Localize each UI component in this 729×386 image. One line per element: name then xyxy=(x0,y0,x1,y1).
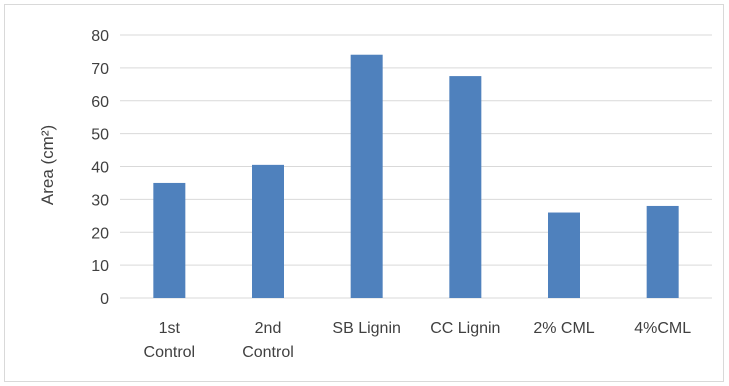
y-tick-labels: 0 10 20 30 40 50 60 70 80 xyxy=(91,28,109,308)
bar-4 xyxy=(548,212,580,298)
y-tick-label: 0 xyxy=(100,291,109,308)
x-tick-label: 1st Control xyxy=(144,320,196,361)
y-tick-label: 30 xyxy=(91,192,109,209)
x-tick-label-line: Control xyxy=(242,344,294,361)
bar-3 xyxy=(449,76,482,298)
x-tick-label: 2nd Control xyxy=(242,320,294,361)
x-tick-labels: 1st Control 2nd Control SB Lignin CC Lignin 2%… xyxy=(144,320,692,361)
y-tick-label: 70 xyxy=(91,61,109,78)
y-axis-label: Area (cm²) xyxy=(38,125,57,205)
y-tick-label: 50 xyxy=(91,127,109,144)
x-tick-label-line: 2% CML xyxy=(533,320,594,337)
x-tick-label: 2% CML xyxy=(533,320,594,337)
bar-2 xyxy=(350,54,383,298)
y-tick-label: 10 xyxy=(91,258,109,275)
gridlines xyxy=(120,34,712,299)
x-tick-label: 4%CML xyxy=(634,320,691,337)
y-tick-label: 20 xyxy=(91,225,109,242)
x-tick-label-line: 4%CML xyxy=(634,320,691,337)
bar-5 xyxy=(646,205,679,298)
y-tick-label: 40 xyxy=(91,160,109,177)
y-tick-label: 60 xyxy=(91,94,109,111)
bar-1 xyxy=(252,164,284,298)
y-tick-label: 80 xyxy=(91,28,109,45)
x-tick-label-line: CC Lignin xyxy=(430,320,500,337)
x-tick-label-line: 1st xyxy=(159,320,181,337)
x-tick-label: CC Lignin xyxy=(430,320,500,337)
bars xyxy=(153,54,679,298)
bar-0 xyxy=(153,182,186,298)
x-tick-label-line: 2nd xyxy=(255,320,282,337)
x-tick-label-line: SB Lignin xyxy=(332,320,401,337)
x-tick-label: SB Lignin xyxy=(332,320,401,337)
x-tick-label-line: Control xyxy=(144,344,196,361)
